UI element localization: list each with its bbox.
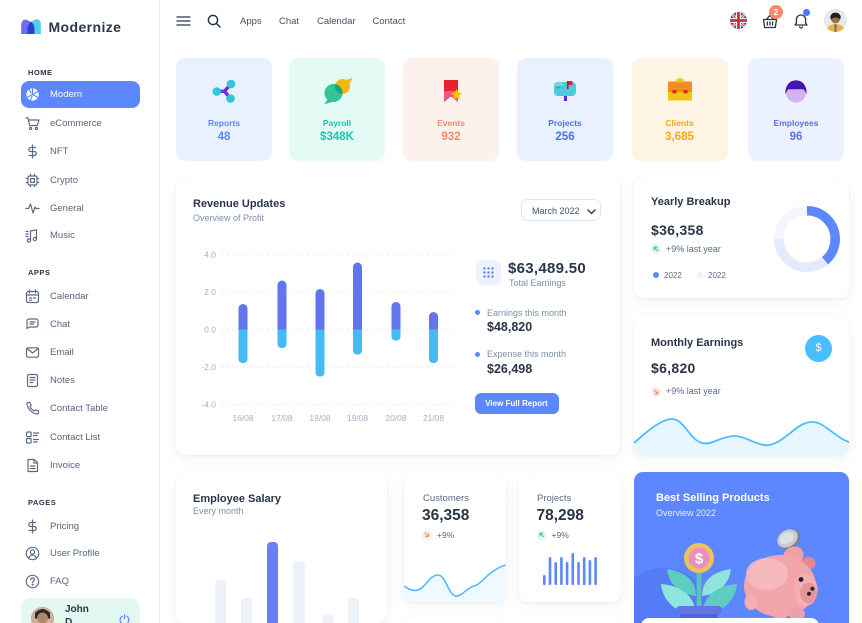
svg-text:20/08: 20/08 — [385, 413, 407, 423]
svg-text:21/08: 21/08 — [423, 413, 445, 423]
svg-text:-4.0: -4.0 — [201, 400, 216, 410]
svg-text:19/08: 19/08 — [347, 413, 369, 423]
svg-text:2.0: 2.0 — [204, 287, 216, 297]
svg-text:$: $ — [695, 551, 704, 568]
svg-text:18/08: 18/08 — [309, 413, 331, 423]
svg-text:16/08: 16/08 — [232, 413, 254, 423]
svg-text:17/08: 17/08 — [271, 413, 293, 423]
svg-text:0.0: 0.0 — [204, 325, 216, 335]
svg-text:-2.0: -2.0 — [201, 362, 216, 372]
svg-text:4.0: 4.0 — [204, 250, 216, 260]
